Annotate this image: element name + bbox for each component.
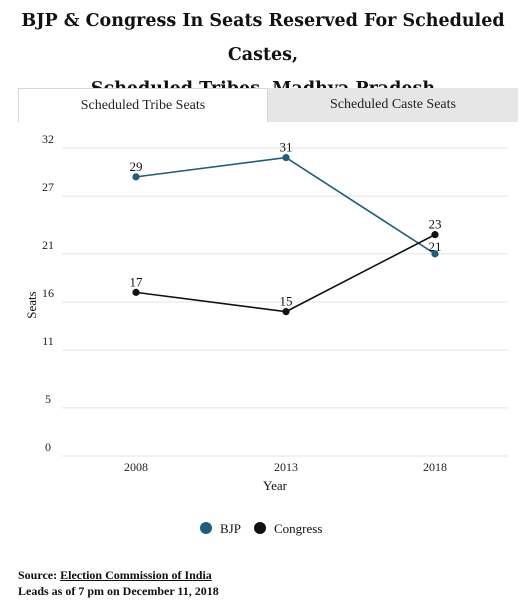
- data-point-congress: [431, 231, 439, 239]
- data-label-congress: 15: [280, 294, 293, 309]
- leads-note: Leads as of 7 pm on December 11, 2018: [18, 584, 219, 598]
- source-prefix: Source:: [18, 568, 61, 582]
- y-tick-label: 32: [42, 132, 54, 146]
- y-tick-label: 16: [42, 286, 54, 300]
- data-point-bjp: [132, 173, 140, 181]
- y-axis-title: Seats: [24, 291, 39, 318]
- legend-congress-dot-icon: [254, 522, 266, 534]
- tab-bar: Scheduled Tribe Seats Scheduled Caste Se…: [18, 88, 518, 122]
- data-point-bjp: [431, 250, 439, 258]
- x-axis-title: Year: [263, 478, 288, 493]
- x-tick-label: 2013: [274, 460, 298, 474]
- data-label-bjp: 21: [429, 239, 442, 254]
- legend-bjp-label: BJP: [220, 521, 241, 536]
- data-label-bjp: 29: [130, 159, 143, 174]
- legend-item-bjp[interactable]: BJP: [200, 520, 241, 538]
- x-tick-label: 2018: [423, 460, 447, 474]
- data-label-congress: 17: [130, 274, 144, 289]
- source-link[interactable]: Election Commission of India: [60, 568, 212, 582]
- legend-congress-label: Congress: [274, 521, 323, 536]
- y-tick-label: 11: [42, 334, 54, 348]
- data-label-bjp: 31: [280, 140, 293, 155]
- tab-scheduled-tribe-seats[interactable]: Scheduled Tribe Seats: [18, 88, 268, 122]
- legend-item-congress[interactable]: Congress: [254, 520, 322, 538]
- data-label-congress: 23: [429, 217, 442, 232]
- data-point-congress: [132, 288, 140, 296]
- legend-bjp-dot-icon: [200, 522, 212, 534]
- chart-legend: BJP Congress: [0, 520, 526, 538]
- y-tick-label: 5: [45, 392, 51, 406]
- tab-scheduled-caste-seats[interactable]: Scheduled Caste Seats: [268, 88, 518, 122]
- line-chart: 0 5 11 16 21 27 32 2008 2013 2018 Year Seats 29 31 21 1…: [24, 132, 508, 493]
- y-tick-label: 0: [45, 440, 51, 454]
- x-tick-label: 2008: [124, 460, 148, 474]
- data-point-bjp: [282, 154, 290, 162]
- series-line-bjp: [135, 156, 436, 255]
- y-tick-label: 27: [42, 180, 54, 194]
- source-note: Source: Election Commission of India Lea…: [18, 567, 219, 599]
- y-tick-label: 21: [42, 238, 54, 252]
- chart-title-line-1: BJP & Congress In Seats Reserved For Sch…: [21, 11, 505, 65]
- data-point-congress: [282, 308, 290, 316]
